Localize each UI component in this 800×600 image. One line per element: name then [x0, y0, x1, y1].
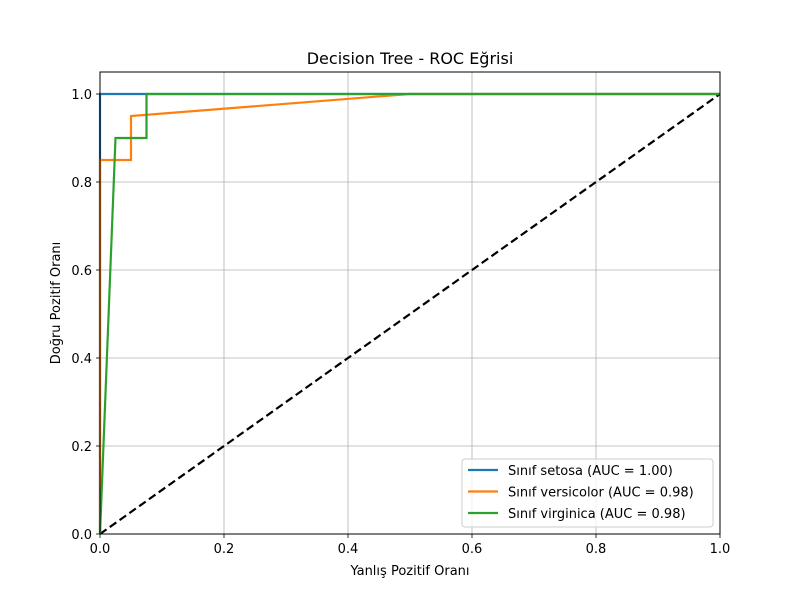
legend-label: Sınıf versicolor (AUC = 0.98) — [508, 486, 694, 501]
y-tick-label: 0.6 — [71, 264, 92, 279]
y-tick-label: 0.4 — [71, 352, 92, 367]
x-tick-label: 0.6 — [462, 542, 483, 557]
y-tick-label: 0.0 — [71, 528, 92, 543]
y-tick-label: 0.8 — [71, 176, 92, 191]
x-tick-label: 0.4 — [338, 542, 359, 557]
legend-label: Sınıf virginica (AUC = 0.98) — [508, 507, 686, 522]
x-tick-label: 1.0 — [710, 542, 731, 557]
x-tick-label: 0.2 — [214, 542, 235, 557]
x-tick-label: 0.8 — [586, 542, 607, 557]
roc-series-line-3 — [98, 92, 720, 535]
y-axis-label: Doğru Pozitif Oranı — [49, 242, 64, 365]
x-tick-label: 0.0 — [90, 542, 111, 557]
reference-line-layer — [99, 93, 721, 535]
plot-frame — [99, 71, 721, 535]
grid-lines — [99, 72, 721, 535]
axis-ticks: 0.0 0.2 0.4 0.6 0.8 1.0 0.0 0.2 0.4 0.6 0.8 1.0 — [71, 88, 730, 557]
y-tick-label: 1.0 — [71, 88, 92, 103]
random-guess-reference-line — [99, 93, 721, 535]
legend-box — [461, 458, 714, 528]
legend: Sınıf setosa (AUC = 1.00) Sınıf versicolo… — [461, 458, 714, 528]
y-tick-label: 0.2 — [71, 440, 92, 455]
x-axis-label: Yanlış Pozitif Oranı — [349, 564, 469, 579]
legend-label: Sınıf setosa (AUC = 1.00) — [508, 464, 673, 479]
chart-title: Decision Tree - ROC Eğrisi — [307, 49, 514, 68]
